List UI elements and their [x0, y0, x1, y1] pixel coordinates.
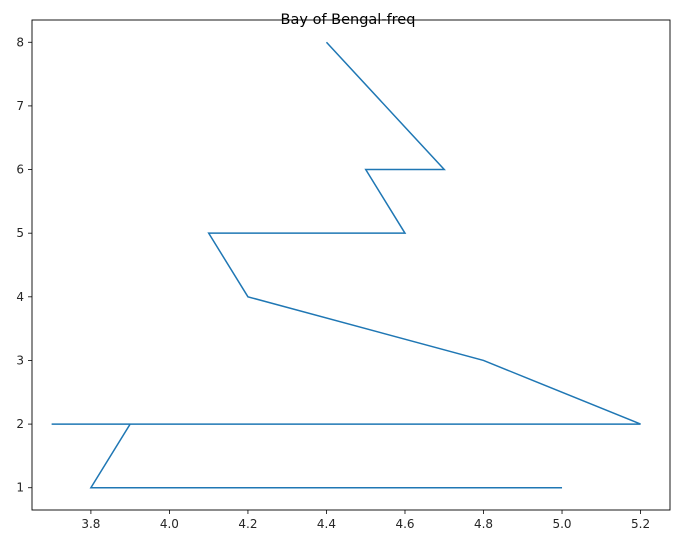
series-layer: [51, 41, 641, 489]
x-tick-label: 3.8: [81, 517, 100, 531]
y-tick-label: 3: [16, 353, 24, 367]
y-tick-label: 7: [16, 99, 24, 113]
x-tick-label: 4.0: [160, 517, 179, 531]
x-tick-label: 5.0: [552, 517, 571, 531]
y-tick-label: 4: [16, 290, 24, 304]
series-line-0: [51, 41, 641, 489]
y-tick-label: 6: [16, 163, 24, 177]
x-tick-label: 4.4: [317, 517, 336, 531]
y-tick-label: 1: [16, 481, 24, 495]
y-tick-label: 8: [16, 35, 24, 49]
plot-area-frame: [31, 19, 671, 511]
x-axis: 3.8 4.0 4.2 4.4 4.6 4.8 5.0 5.2: [81, 510, 650, 531]
x-tick-label: 5.2: [631, 517, 650, 531]
x-tick-label: 4.6: [395, 517, 414, 531]
y-tick-label: 5: [16, 226, 24, 240]
x-tick-label: 4.2: [238, 517, 257, 531]
y-axis: 1 2 3 4 5 6 7 8: [16, 35, 32, 495]
y-tick-label: 2: [16, 417, 24, 431]
x-tick-label: 4.8: [474, 517, 493, 531]
